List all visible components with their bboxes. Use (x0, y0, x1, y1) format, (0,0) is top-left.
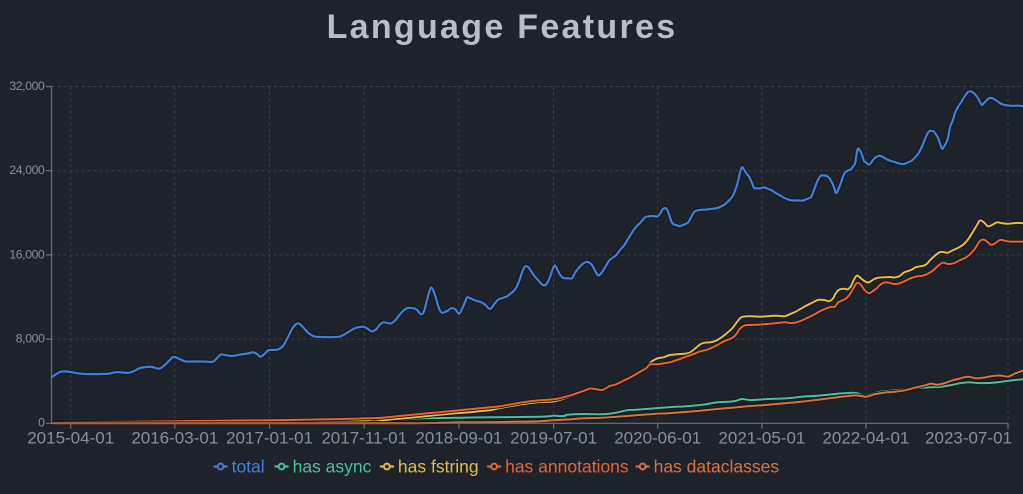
svg-text:2020-06-01: 2020-06-01 (614, 429, 701, 448)
svg-text:2023-07-01: 2023-07-01 (925, 429, 1012, 448)
svg-text:2017-11-01: 2017-11-01 (321, 429, 407, 448)
svg-text:32,000: 32,000 (9, 79, 45, 93)
svg-text:has fstring: has fstring (398, 457, 479, 477)
svg-text:2018-09-01: 2018-09-01 (415, 429, 502, 448)
svg-text:has annotations: has annotations (505, 457, 629, 477)
svg-text:0: 0 (38, 416, 45, 430)
svg-text:has dataclasses: has dataclasses (654, 457, 780, 477)
svg-text:2016-03-01: 2016-03-01 (131, 429, 218, 448)
svg-text:2019-07-01: 2019-07-01 (510, 429, 597, 448)
svg-text:Language Features: Language Features (327, 8, 678, 46)
svg-text:total: total (232, 457, 265, 477)
svg-text:8,000: 8,000 (16, 332, 45, 346)
svg-text:2015-04-01: 2015-04-01 (27, 429, 114, 448)
svg-text:2017-01-01: 2017-01-01 (226, 429, 313, 448)
svg-text:2021-05-01: 2021-05-01 (718, 429, 805, 448)
svg-text:16,000: 16,000 (9, 247, 45, 261)
svg-text:2022-04-01: 2022-04-01 (822, 429, 909, 448)
svg-text:24,000: 24,000 (9, 163, 45, 177)
svg-text:has async: has async (293, 457, 372, 477)
